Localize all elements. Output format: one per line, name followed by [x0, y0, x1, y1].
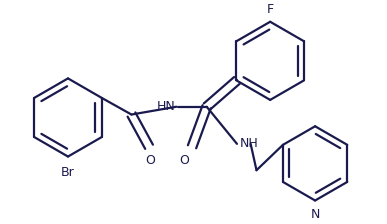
Text: F: F — [267, 3, 274, 16]
Text: NH: NH — [240, 137, 259, 150]
Text: N: N — [310, 208, 320, 221]
Text: HN: HN — [157, 100, 175, 113]
Text: O: O — [145, 154, 155, 167]
Text: Br: Br — [61, 166, 75, 179]
Text: O: O — [179, 154, 189, 167]
